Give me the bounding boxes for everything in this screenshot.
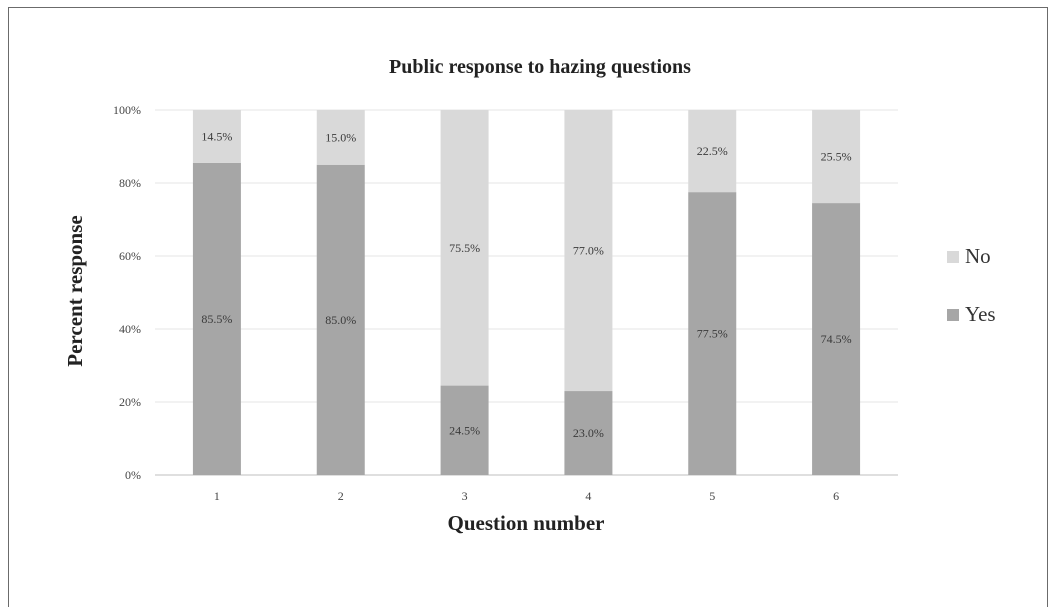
- y-tick-label: 0%: [125, 468, 141, 482]
- data-label: 85.5%: [201, 312, 232, 326]
- x-tick-label: 4: [585, 489, 591, 503]
- y-tick-label: 20%: [119, 395, 141, 409]
- bar-no-6: [812, 110, 861, 204]
- data-labels: 85.5% 14.5% 85.0% 15.0% 24.5% 75.5% 23.0% 77.0%…: [201, 129, 851, 440]
- legend-label: Yes: [965, 302, 996, 326]
- data-label: 25.5%: [821, 150, 852, 164]
- bar-no-2: [316, 110, 365, 165]
- data-label: 14.5%: [201, 129, 232, 143]
- bar-yes-5: [688, 192, 737, 475]
- bar-no-5: [688, 110, 737, 193]
- data-label: 77.5%: [697, 327, 728, 341]
- x-tick-label: 2: [338, 489, 344, 503]
- gridlines: [155, 109, 898, 476]
- y-axis-ticks: 0% 20% 40% 60% 80% 100%: [113, 103, 141, 482]
- bar-yes-6: [812, 203, 861, 475]
- bars: [192, 110, 861, 476]
- data-label: 15.0%: [325, 130, 356, 144]
- data-label: 74.5%: [821, 332, 852, 346]
- data-label: 22.5%: [697, 144, 728, 158]
- bar-yes-1: [192, 162, 241, 476]
- data-label: 24.5%: [449, 423, 480, 437]
- bar-no-4: [564, 110, 613, 392]
- x-axis-ticks: 1 2 3 4 5 6: [214, 489, 839, 503]
- y-axis-title: Percent response: [63, 215, 87, 366]
- y-tick-label: 100%: [113, 103, 141, 117]
- bar-yes-4: [564, 391, 613, 475]
- data-label: 23.0%: [573, 426, 604, 440]
- y-tick-label: 80%: [119, 176, 141, 190]
- x-tick-label: 5: [709, 489, 715, 503]
- bar-no-3: [440, 110, 489, 386]
- legend: No Yes: [947, 244, 996, 326]
- bar-no-1: [192, 110, 241, 163]
- x-tick-label: 3: [462, 489, 468, 503]
- bar-yes-2: [316, 164, 365, 475]
- x-axis-title: Question number: [448, 511, 605, 535]
- bar-yes-3: [440, 385, 489, 475]
- y-tick-label: 40%: [119, 322, 141, 336]
- x-tick-label: 1: [214, 489, 220, 503]
- x-tick-label: 6: [833, 489, 839, 503]
- y-tick-label: 60%: [119, 249, 141, 263]
- data-label: 75.5%: [449, 241, 480, 255]
- chart-frame: [8, 7, 1048, 607]
- data-label: 85.0%: [325, 313, 356, 327]
- legend-swatch-yes: [947, 309, 959, 321]
- legend-swatch-no: [947, 251, 959, 263]
- chart-title: Public response to hazing questions: [389, 56, 691, 78]
- data-label: 77.0%: [573, 244, 604, 258]
- legend-label: No: [965, 244, 991, 268]
